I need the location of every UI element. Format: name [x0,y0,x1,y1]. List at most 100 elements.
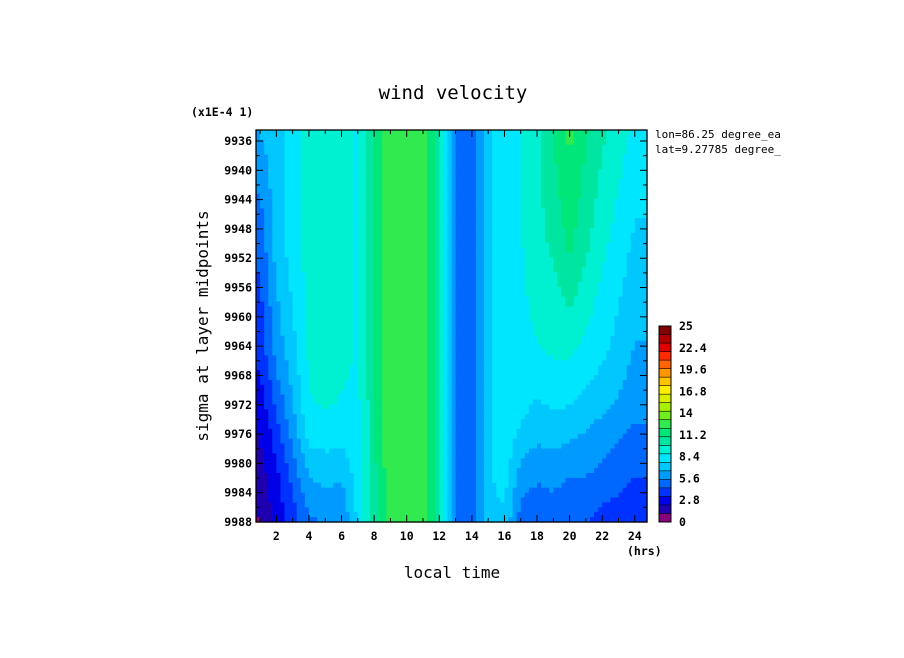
heatmap-cell [610,340,616,347]
heatmap-cell [549,375,554,381]
heatmap-cell [378,345,383,352]
heatmap-cell [284,355,290,361]
heatmap-cell [353,183,359,190]
heatmap-cell [589,134,595,141]
heatmap-cell [512,335,518,342]
heatmap-cell [459,316,465,322]
heatmap-cell [602,237,607,244]
heatmap-cell [455,247,461,254]
heatmap-cell [341,267,347,273]
heatmap-cell [349,188,355,195]
heatmap-cell [594,139,599,146]
heatmap-cell [467,169,473,175]
heatmap-cell [317,208,322,214]
heatmap-cell [292,262,298,268]
heatmap-cell [260,262,265,268]
heatmap-cell [280,277,286,283]
heatmap-cell [541,252,546,258]
heatmap-cell [268,174,273,180]
heatmap-cell [622,139,628,146]
heatmap-cell [349,340,355,347]
heatmap-cell [626,375,632,381]
heatmap-cell [414,360,420,366]
heatmap-cell [606,355,611,361]
heatmap-cell [475,193,481,200]
heatmap-cell [398,316,404,322]
heatmap-cell [374,203,379,209]
heatmap-cell [345,203,351,209]
heatmap-cell [268,370,273,376]
heatmap-cell [308,350,314,356]
heatmap-cell [260,370,265,376]
heatmap-cell [614,252,620,258]
heatmap-cell [296,193,302,200]
heatmap-cell [422,379,428,386]
heatmap-cell [345,267,351,273]
heatmap-cell [288,130,294,136]
heatmap-cell [333,134,339,141]
heatmap-cell [402,247,408,254]
heatmap-cell [512,291,518,298]
heatmap-cell [451,330,457,337]
heatmap-cell [467,262,473,268]
heatmap-cell [467,360,473,366]
heatmap-cell [349,183,355,190]
heatmap-cell [496,365,501,371]
heatmap-cell [268,218,273,224]
heatmap-cell [467,237,473,244]
heatmap-cell [365,228,371,234]
heatmap-cell [300,379,306,386]
heatmap-cell [569,316,575,322]
heatmap-cell [333,144,339,151]
heatmap-cell [353,130,359,136]
heatmap-cell [598,252,603,258]
heatmap-cell [284,208,290,214]
heatmap-cell [447,326,453,332]
heatmap-cell [422,360,428,366]
heatmap-cell [520,272,526,278]
heatmap-cell [581,188,587,195]
heatmap-cell [573,183,579,190]
heatmap-cell [304,277,310,283]
heatmap-cell [288,296,294,303]
heatmap-cell [321,360,326,366]
heatmap-cell [610,188,616,195]
heatmap-cell [642,193,648,200]
heatmap-cell [304,365,310,371]
heatmap-cell [325,262,330,268]
heatmap-cell [268,286,273,293]
heatmap-cell [325,228,330,234]
heatmap-cell [439,277,444,283]
heatmap-cell [382,335,387,342]
heatmap-cell [410,306,416,312]
heatmap-cell [357,198,363,205]
heatmap-cell [353,267,359,273]
heatmap-cell [443,316,449,322]
heatmap-cell [341,262,347,268]
heatmap-cell [638,345,644,352]
heatmap-cell [378,267,383,273]
heatmap-cell [524,286,530,293]
heatmap-cell [471,169,477,175]
heatmap-cell [484,296,489,303]
heatmap-cell [512,262,518,268]
heatmap-cell [496,335,501,342]
heatmap-cell [463,375,469,381]
heatmap-cell [569,375,575,381]
heatmap-cell [329,164,334,170]
heatmap-cell [504,281,510,288]
heatmap-cell [524,179,530,185]
heatmap-cell [610,228,616,234]
heatmap-cell [268,365,273,371]
heatmap-cell [508,252,514,258]
heatmap-cell [410,330,416,337]
heatmap-cell [304,139,310,146]
heatmap-cell [280,242,286,249]
heatmap-cell [378,291,383,298]
heatmap-cell [402,335,408,342]
heatmap-cell [618,232,624,239]
heatmap-cell [561,379,567,386]
heatmap-cell [537,306,542,312]
heatmap-cell [520,262,526,268]
heatmap-cell [439,296,444,303]
